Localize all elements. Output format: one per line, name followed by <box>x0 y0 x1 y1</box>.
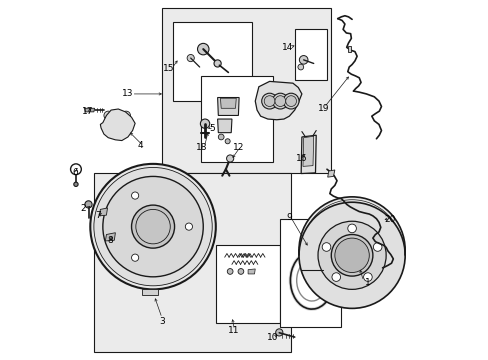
Text: 15: 15 <box>163 64 175 73</box>
Bar <box>172 22 251 101</box>
Circle shape <box>264 96 274 107</box>
Circle shape <box>275 329 282 336</box>
Circle shape <box>74 182 78 186</box>
Text: 12: 12 <box>233 143 244 152</box>
Polygon shape <box>303 136 313 166</box>
Bar <box>94 173 290 352</box>
Circle shape <box>227 269 233 274</box>
Polygon shape <box>217 98 239 116</box>
Circle shape <box>131 192 139 199</box>
Bar <box>162 8 330 173</box>
Text: 20: 20 <box>383 215 395 224</box>
Text: 8: 8 <box>107 237 113 246</box>
Circle shape <box>90 164 215 289</box>
Text: 2: 2 <box>80 204 86 213</box>
Bar <box>280 220 341 327</box>
Circle shape <box>102 176 203 277</box>
Text: 5: 5 <box>209 123 215 132</box>
Circle shape <box>108 116 126 134</box>
Circle shape <box>347 224 356 233</box>
Circle shape <box>272 93 287 109</box>
Text: 11: 11 <box>227 326 239 335</box>
Text: 4: 4 <box>138 141 143 150</box>
Text: 3: 3 <box>159 317 164 326</box>
Bar <box>215 244 280 323</box>
Text: 19: 19 <box>317 104 328 113</box>
Circle shape <box>283 93 298 109</box>
Circle shape <box>330 234 372 276</box>
Circle shape <box>131 205 174 248</box>
Circle shape <box>331 273 340 282</box>
Text: 9: 9 <box>286 213 292 222</box>
Circle shape <box>363 273 371 282</box>
Circle shape <box>226 155 233 162</box>
Text: 10: 10 <box>267 333 278 342</box>
Circle shape <box>334 238 368 273</box>
Circle shape <box>104 111 112 120</box>
Polygon shape <box>100 109 135 140</box>
Circle shape <box>299 55 307 64</box>
Bar <box>201 76 273 162</box>
Circle shape <box>297 64 303 70</box>
Polygon shape <box>142 289 158 295</box>
Text: 1: 1 <box>365 278 370 287</box>
Circle shape <box>112 119 122 130</box>
Circle shape <box>214 60 221 67</box>
Circle shape <box>298 197 405 303</box>
Text: 6: 6 <box>72 168 78 177</box>
Circle shape <box>298 202 405 309</box>
Text: 18: 18 <box>195 143 207 152</box>
Text: 16: 16 <box>296 154 307 163</box>
Circle shape <box>187 54 194 62</box>
Text: 14: 14 <box>281 43 293 52</box>
Circle shape <box>94 167 212 286</box>
Text: 17: 17 <box>81 107 93 116</box>
Polygon shape <box>347 45 351 51</box>
Circle shape <box>122 111 130 120</box>
Circle shape <box>322 243 330 251</box>
Circle shape <box>218 134 224 140</box>
Text: 13: 13 <box>122 89 133 98</box>
Polygon shape <box>255 81 301 120</box>
Circle shape <box>274 96 285 107</box>
Polygon shape <box>100 208 107 216</box>
Polygon shape <box>84 108 94 112</box>
Circle shape <box>224 139 230 144</box>
Polygon shape <box>220 98 236 108</box>
Circle shape <box>317 221 386 289</box>
Circle shape <box>85 201 92 208</box>
Circle shape <box>185 223 192 230</box>
Circle shape <box>238 269 244 274</box>
Circle shape <box>131 254 139 261</box>
Circle shape <box>373 243 381 251</box>
Text: 7: 7 <box>95 211 101 220</box>
Polygon shape <box>327 170 334 177</box>
Circle shape <box>200 119 209 129</box>
Polygon shape <box>105 233 115 241</box>
Circle shape <box>285 96 296 107</box>
Polygon shape <box>301 135 316 174</box>
Polygon shape <box>247 269 255 274</box>
Circle shape <box>197 43 208 55</box>
Bar <box>294 30 326 80</box>
Polygon shape <box>217 119 231 133</box>
Circle shape <box>261 93 277 109</box>
